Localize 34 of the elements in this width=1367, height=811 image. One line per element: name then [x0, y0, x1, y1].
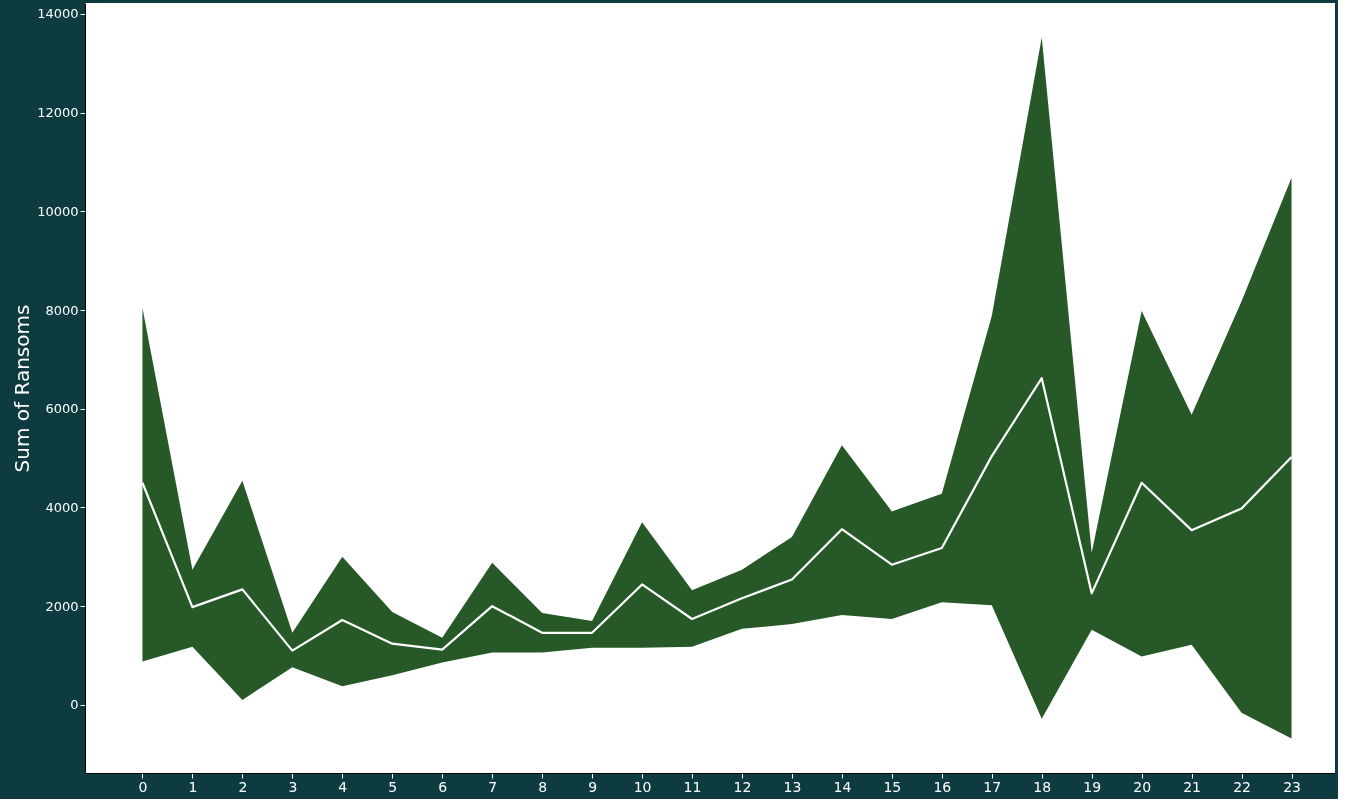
- y-tick-label: 4000: [45, 499, 79, 515]
- x-tick-label: 14: [833, 778, 852, 795]
- x-tick-label: 11: [683, 778, 702, 795]
- x-tick-label: 10: [633, 778, 652, 795]
- x-tick-label: 16: [933, 778, 952, 795]
- y-tick-label: 8000: [45, 302, 79, 318]
- x-tick-label: 22: [1233, 778, 1251, 795]
- y-tick-label: 2000: [45, 598, 79, 614]
- x-tick-label: 9: [588, 778, 598, 795]
- x-tick-label: 15: [883, 778, 902, 795]
- x-tick-label: 23: [1283, 778, 1301, 795]
- x-tick-label: 12: [733, 778, 752, 795]
- y-axis-title: Sum of Ransoms: [10, 304, 35, 473]
- x-tick-label: 0: [138, 778, 148, 795]
- x-tick-label: 4: [338, 778, 348, 795]
- x-tick-label: 17: [983, 778, 1002, 795]
- x-tick-label: 1: [188, 778, 198, 795]
- y-tick-label: 12000: [37, 105, 79, 121]
- y-tick-label: 10000: [37, 203, 79, 219]
- x-tick-label: 7: [488, 778, 498, 795]
- x-tick-label: 20: [1133, 778, 1152, 795]
- y-tick-label: 6000: [45, 401, 79, 417]
- x-tick-label: 3: [288, 778, 298, 795]
- x-tick-label: 5: [388, 778, 398, 795]
- x-tick-label: 19: [1083, 778, 1102, 795]
- y-tick-label: 0: [70, 697, 79, 713]
- line-series: [141, 377, 1293, 652]
- x-tick-label: 13: [783, 778, 802, 795]
- x-tick-label: 6: [438, 778, 448, 795]
- x-tick-label: 18: [1033, 778, 1052, 795]
- x-tick-label: 8: [538, 778, 548, 795]
- x-tick-label: 21: [1183, 778, 1202, 795]
- x-tick-label: 2: [238, 778, 248, 795]
- y-tick-label: 14000: [37, 6, 79, 22]
